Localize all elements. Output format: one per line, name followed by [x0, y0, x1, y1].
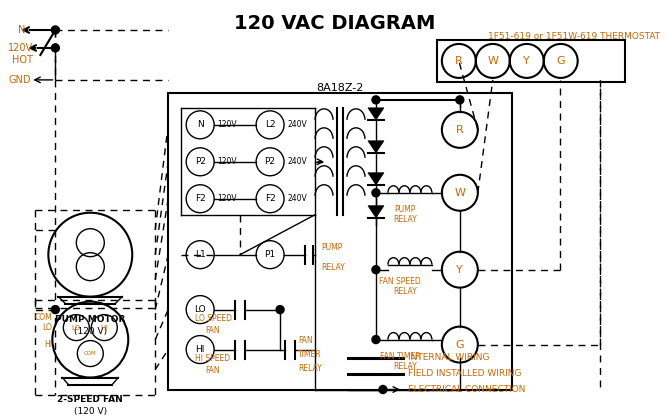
Text: HOT: HOT — [13, 55, 34, 65]
Text: F2: F2 — [265, 194, 275, 203]
Text: HI: HI — [100, 325, 108, 331]
Text: P2: P2 — [195, 157, 206, 166]
Text: 240V: 240V — [287, 194, 307, 203]
Text: FAN SPEED: FAN SPEED — [379, 277, 421, 286]
Text: FAN: FAN — [298, 336, 313, 344]
Text: PUMP MOTOR: PUMP MOTOR — [55, 315, 125, 323]
Text: TIMER: TIMER — [298, 350, 322, 359]
Text: COM: COM — [84, 351, 96, 356]
Polygon shape — [368, 173, 384, 185]
Circle shape — [276, 305, 284, 313]
Bar — [168, 93, 512, 390]
Text: 120V: 120V — [217, 157, 237, 166]
Text: 120V: 120V — [217, 120, 237, 129]
Text: 240V: 240V — [287, 120, 307, 129]
Circle shape — [372, 266, 380, 274]
Text: G: G — [556, 56, 565, 66]
Text: PUMP: PUMP — [394, 205, 415, 214]
Circle shape — [372, 96, 380, 104]
Circle shape — [52, 44, 60, 52]
Text: Y: Y — [456, 265, 463, 275]
Text: R: R — [456, 125, 464, 135]
Text: RELAY: RELAY — [393, 362, 417, 370]
Text: RELAY: RELAY — [298, 364, 322, 372]
Polygon shape — [368, 206, 384, 218]
Text: Y: Y — [523, 56, 530, 66]
Text: (120 V): (120 V) — [74, 326, 107, 336]
Text: L1: L1 — [195, 250, 206, 259]
Circle shape — [52, 26, 60, 34]
Circle shape — [372, 189, 380, 197]
Text: F2: F2 — [195, 194, 206, 203]
Text: LO: LO — [194, 305, 206, 314]
Circle shape — [456, 96, 464, 104]
Text: LO: LO — [42, 323, 52, 332]
Text: INTERNAL WIRING: INTERNAL WIRING — [408, 353, 489, 362]
Text: W: W — [487, 56, 498, 66]
Text: COM: COM — [35, 313, 52, 322]
Text: ELECTRICAL CONNECTION: ELECTRICAL CONNECTION — [408, 385, 525, 394]
Text: FAN: FAN — [205, 365, 220, 375]
Text: 2-SPEED FAN: 2-SPEED FAN — [58, 396, 123, 404]
Text: W: W — [454, 188, 466, 198]
Polygon shape — [368, 141, 384, 153]
Text: 240V: 240V — [287, 157, 307, 166]
Text: FAN TIMER: FAN TIMER — [380, 352, 420, 361]
Circle shape — [372, 336, 380, 344]
Text: HI SPEED: HI SPEED — [195, 354, 230, 362]
Text: G: G — [456, 339, 464, 349]
Text: P2: P2 — [265, 157, 275, 166]
Text: N: N — [197, 120, 204, 129]
Text: RELAY: RELAY — [393, 215, 417, 224]
Text: 120V: 120V — [9, 43, 34, 53]
Text: FIELD INSTALLED WIRING: FIELD INSTALLED WIRING — [408, 369, 521, 378]
Text: RELAY: RELAY — [393, 287, 417, 296]
Text: R: R — [455, 56, 463, 66]
Text: HI: HI — [196, 345, 205, 354]
Text: 120V: 120V — [217, 194, 237, 203]
Text: 1F51-619 or 1F51W-619 THERMOSTAT: 1F51-619 or 1F51W-619 THERMOSTAT — [488, 32, 659, 41]
Text: LO: LO — [72, 325, 81, 331]
Text: RELAY: RELAY — [321, 263, 345, 272]
Text: 120 VAC DIAGRAM: 120 VAC DIAGRAM — [234, 14, 436, 33]
Text: LO SPEED: LO SPEED — [195, 313, 232, 323]
Text: (120 V): (120 V) — [74, 408, 107, 416]
Text: P1: P1 — [265, 250, 275, 259]
Text: HI: HI — [44, 340, 52, 349]
Text: N: N — [18, 25, 25, 35]
Circle shape — [379, 385, 387, 393]
Bar — [437, 40, 624, 82]
Polygon shape — [368, 108, 384, 120]
Text: PUMP: PUMP — [321, 243, 342, 252]
Text: L2: L2 — [265, 120, 275, 129]
Text: GND: GND — [9, 75, 31, 85]
Circle shape — [52, 305, 60, 313]
Text: 8A18Z-2: 8A18Z-2 — [316, 83, 364, 93]
Text: FAN: FAN — [205, 326, 220, 335]
